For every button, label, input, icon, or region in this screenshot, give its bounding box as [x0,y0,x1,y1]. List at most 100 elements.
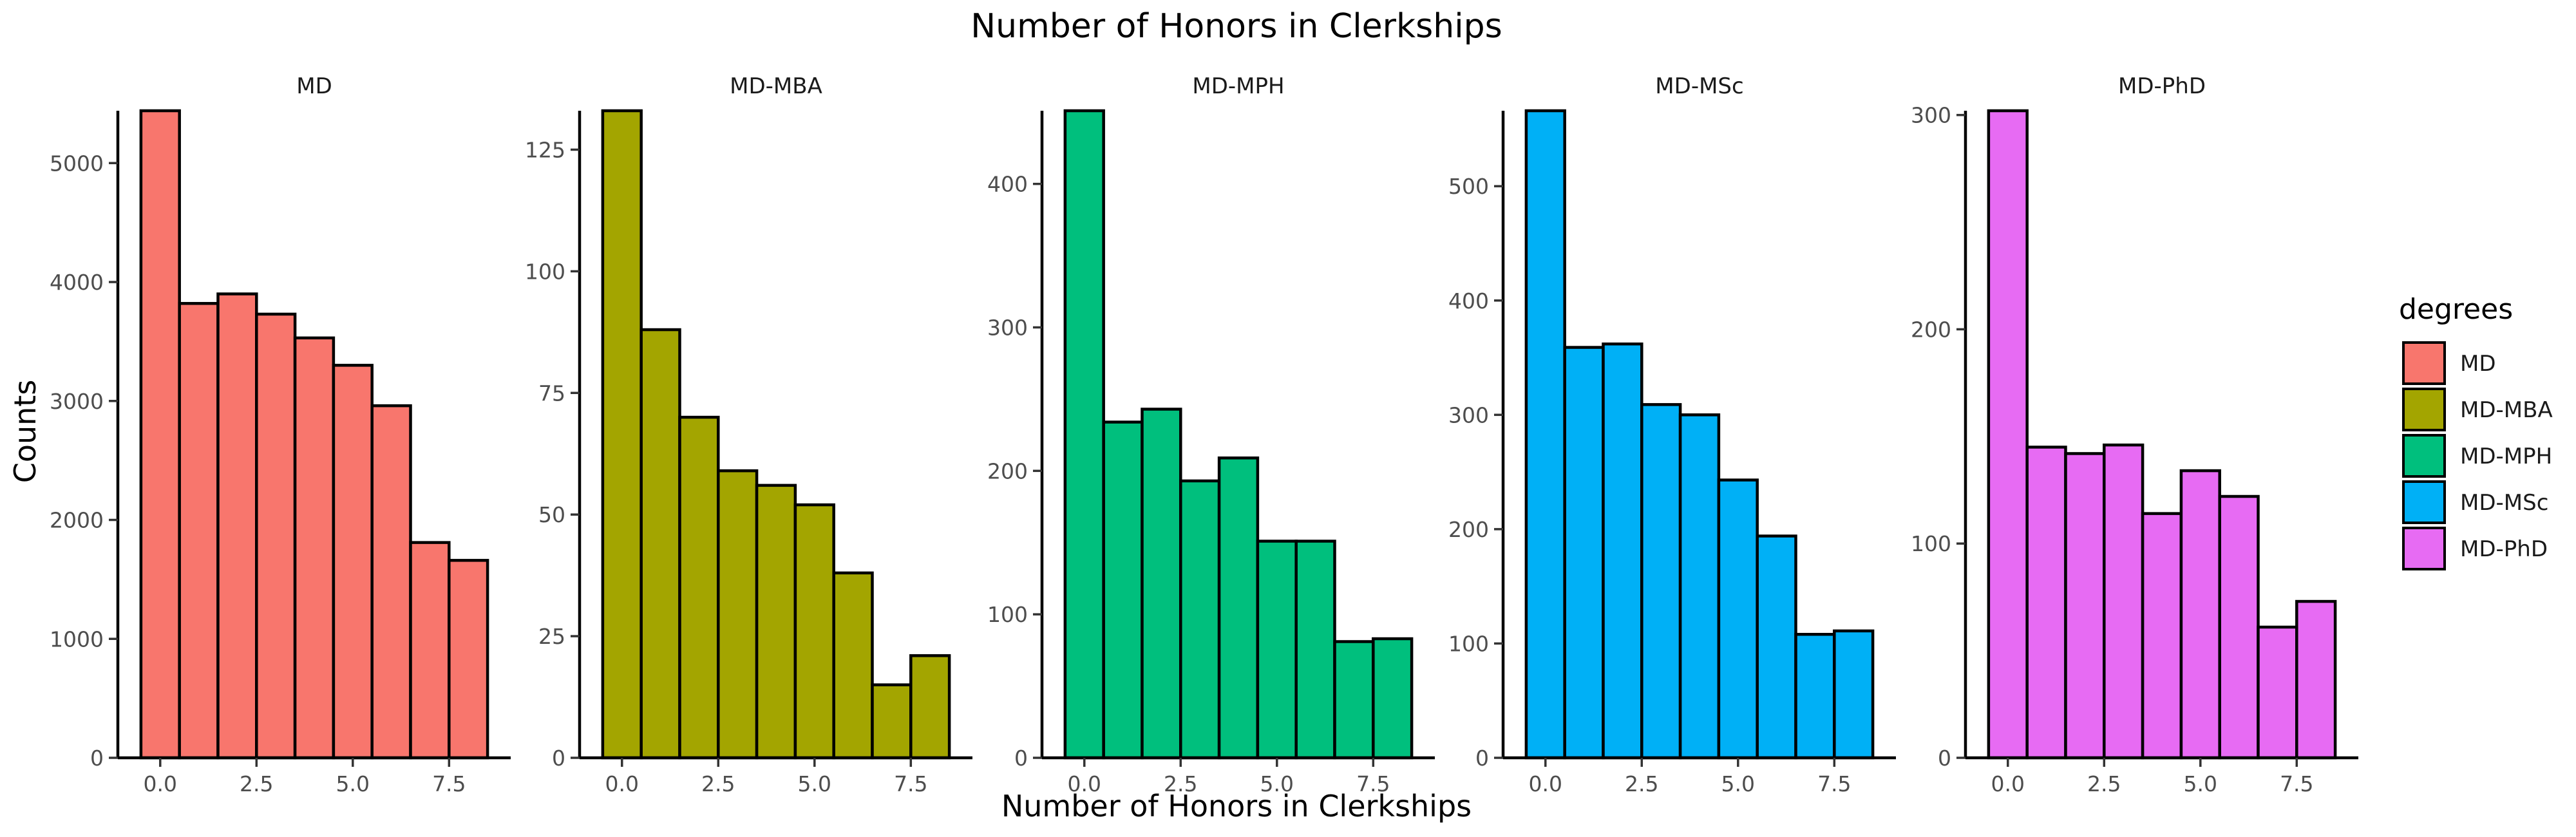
bar [755,484,797,760]
x-tick-label: 5.0 [1260,771,1294,796]
y-tick-label: 4000 [50,270,104,295]
y-tick-label: 75 [538,381,565,406]
legend-label-md-mba: MD-MBA [2460,397,2553,423]
bar [717,469,759,760]
y-tick-label: 50 [538,502,565,527]
bar [1179,479,1221,760]
x-tick-label: 7.5 [1356,771,1390,796]
bar [639,328,681,760]
x-tick-label: 0.0 [1068,771,1101,796]
y-tick-label: 200 [987,458,1028,484]
panel-md-mph: MD-MPH 0 100 200 300 400 0.0 2.5 5.0 7.5 [987,73,1435,796]
y-tick-label: 100 [525,259,565,284]
bar [909,654,951,760]
chart-title: Number of Honors in Clerkships [971,7,1502,46]
y-tick-label: 125 [525,137,565,162]
legend-key-md-mba [2402,388,2446,431]
y-tick-label: 5000 [50,151,104,176]
panel-md: MD 0 1000 2000 3000 4000 5000 0.0 2.5 5.0 7.5 [50,73,511,796]
bar [1256,540,1298,760]
y-tick-label: 100 [1911,531,1951,556]
bar [139,109,181,760]
legend: degrees MD MD-MBA MD-MPH MD-MSc MD-PhD [2399,293,2553,570]
bar [409,541,451,760]
legend-title: degrees [2399,293,2513,326]
panel-title-md-msc: MD-MSc [1655,73,1743,99]
y-tick-label: 200 [1448,517,1489,542]
bar [1141,408,1182,760]
bar [1217,456,1260,760]
bar [2257,625,2298,760]
x-tick-label: 7.5 [894,771,927,796]
panel-title-md-mba: MD-MBA [730,73,822,99]
x-tick-label: 2.5 [701,771,735,796]
bar [793,503,835,760]
x-tick-label: 7.5 [1817,771,1851,796]
x-tick-label: 2.5 [1625,771,1658,796]
x-tick-label: 2.5 [240,771,273,796]
y-tick-label: 100 [987,602,1028,627]
y-tick-label: 200 [1911,317,1951,342]
x-tick-label: 5.0 [336,771,370,796]
bar [2179,469,2221,760]
bar [832,571,874,760]
y-tick-label: 2000 [50,508,104,533]
bar [2103,443,2145,760]
bar [255,312,297,760]
bar [1333,640,1375,760]
y-tick-label: 100 [1448,631,1489,656]
y-tick-label: 0 [1014,746,1028,771]
y-tick-label: 300 [1911,103,1951,128]
x-axis-title: Number of Honors in Clerkships [1001,789,1472,823]
bar [2141,512,2183,760]
x-tick-label: 2.5 [2087,771,2121,796]
x-tick-label: 5.0 [2184,771,2217,796]
bar [332,364,374,760]
y-tick-label: 400 [987,172,1028,197]
bar [1756,534,1797,760]
bar [216,292,258,760]
y-tick-label: 0 [1938,746,1951,771]
legend-key-md-msc [2402,480,2446,524]
bar [370,404,412,760]
y-tick-label: 300 [1448,402,1489,428]
bar [448,559,489,760]
y-tick-label: 0 [552,746,565,771]
panel-md-msc: MD-MSc 0 100 200 300 400 500 0.0 2.5 5.0 7.5 [1448,73,1896,796]
bar [1717,478,1759,760]
bar [1833,629,1875,760]
bar [1602,342,1643,760]
panel-title-md-mph: MD-MPH [1192,73,1284,99]
bar [1678,413,1721,760]
panel-title-md: MD [296,73,332,99]
bar [1563,346,1605,760]
bar [678,415,720,760]
legend-label-md: MD [2460,351,2496,377]
y-tick-label: 0 [90,746,104,771]
bar [1063,109,1105,760]
bar [2295,599,2337,760]
bar [1640,403,1682,760]
legend-label-md-phd: MD-PhD [2460,536,2548,562]
bar [871,683,913,760]
panel-md-phd: MD-PhD 0 100 200 300 0.0 2.5 5.0 7.5 [1911,73,2358,796]
x-tick-label: 0.0 [1529,771,1562,796]
panel-title-md-phd: MD-PhD [2118,73,2206,99]
legend-key-md-mph [2402,434,2446,478]
legend-label-md-msc: MD-MSc [2460,490,2548,516]
x-tick-label: 5.0 [798,771,831,796]
x-tick-label: 7.5 [2280,771,2313,796]
y-tick-label: 1000 [50,626,104,652]
x-tick-label: 5.0 [1721,771,1755,796]
bar [1372,637,1414,760]
x-tick-label: 0.0 [144,771,177,796]
y-tick-label: 400 [1448,288,1489,314]
bar [1294,540,1336,760]
bar [293,336,336,760]
x-tick-label: 7.5 [432,771,466,796]
bar [178,302,220,760]
bar [1102,420,1144,760]
bar [2025,446,2067,760]
